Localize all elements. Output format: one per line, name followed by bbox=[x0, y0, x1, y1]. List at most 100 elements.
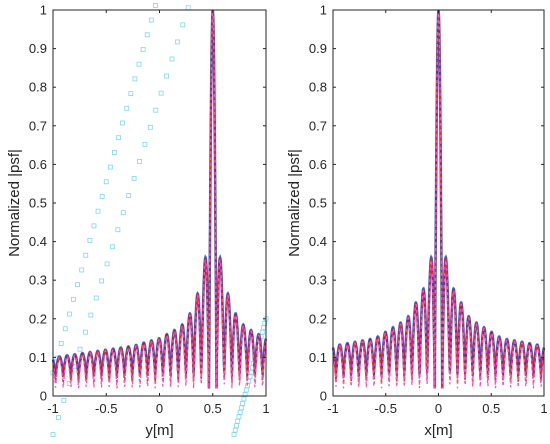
left-chart-scatter-marker bbox=[58, 341, 64, 346]
left-chart-scatter-marker bbox=[147, 124, 153, 130]
right-chart-axes-box bbox=[332, 9, 545, 397]
right-chart-x-tick-label: -1 bbox=[327, 401, 339, 416]
left-chart-scatter-marker bbox=[231, 432, 237, 438]
right-chart-y-tick-label: 0.5 bbox=[309, 196, 327, 211]
left-chart-scatter-marker bbox=[91, 223, 97, 229]
right-chart-psf-series-4 bbox=[332, 9, 545, 389]
left-chart-scatter-marker bbox=[116, 135, 121, 141]
left-chart-x-axis-label: y[m] bbox=[145, 422, 173, 439]
left-chart-x-tick-label: 1 bbox=[262, 401, 269, 416]
right-chart-y-tick-label: 0.7 bbox=[309, 118, 327, 133]
left-chart-scatter-marker bbox=[136, 61, 142, 67]
right-chart-x-tick-label: 0 bbox=[435, 401, 442, 416]
left-chart-scatter-marker bbox=[112, 149, 117, 155]
left-chart-scatter-marker bbox=[137, 159, 142, 164]
left-chart-scatter-marker bbox=[232, 427, 238, 433]
left-chart-y-tick-label: 1 bbox=[40, 3, 47, 18]
left-chart-y-tick-label: 0.9 bbox=[29, 41, 47, 56]
left-chart-scatter-marker bbox=[261, 325, 266, 331]
left-chart-y-tick-label: 0.7 bbox=[29, 118, 47, 133]
right-chart-y-tick-label: 1 bbox=[320, 3, 327, 18]
left-chart-scatter-marker bbox=[248, 369, 254, 375]
right-chart-x-tick-label: 1 bbox=[540, 401, 547, 416]
left-chart-scatter-marker bbox=[132, 76, 138, 82]
left-chart-scatter-marker bbox=[237, 409, 243, 415]
left-chart-y-tick-label: 0.3 bbox=[29, 273, 47, 288]
left-chart-scatter-marker bbox=[79, 267, 85, 273]
left-chart-panel: 0 0.1 0.2 0.3 0.4 0.5 0.6 0.7 0.8 0.9 1 -1 -0.5 0 0.5… bbox=[6, 3, 270, 440]
right-chart-x-tick-label: -0.5 bbox=[375, 401, 397, 416]
left-chart-scatter-marker bbox=[140, 47, 146, 52]
left-chart-scatter-marker bbox=[259, 329, 265, 335]
left-chart-scatter-marker bbox=[103, 179, 109, 185]
left-chart-scatter-marker bbox=[153, 2, 158, 8]
left-chart-y-tick-label: 0.8 bbox=[29, 80, 47, 95]
left-chart-y-tick-label: 0.1 bbox=[29, 350, 47, 365]
right-chart-y-ticks: 0 0.1 0.2 0.3 0.4 0.5 0.6 0.7 0.8 0.9 1 bbox=[309, 3, 544, 404]
left-chart-scatter-marker bbox=[235, 418, 241, 424]
left-chart-y-tick-label: 0.5 bbox=[29, 196, 47, 211]
left-chart-scatter-marker bbox=[87, 238, 93, 243]
left-chart-scatter-marker bbox=[262, 320, 268, 326]
left-chart-scatter-marker bbox=[142, 141, 148, 147]
left-chart-scatter-marker bbox=[93, 295, 99, 301]
left-chart-x-tick-label: 0 bbox=[156, 401, 163, 416]
left-chart-scatter-marker bbox=[158, 90, 164, 96]
right-chart-y-tick-label: 0.2 bbox=[309, 311, 327, 326]
left-chart-scatter-marker bbox=[240, 401, 246, 406]
left-chart-scatter-marker bbox=[234, 423, 239, 429]
left-chart-x-ticks: -1 -0.5 0 0.5 1 bbox=[47, 10, 270, 416]
left-chart-scatter-marker bbox=[126, 193, 132, 198]
left-chart-scatter-marker bbox=[104, 261, 110, 267]
left-chart-x-tick-label: -0.5 bbox=[95, 401, 117, 416]
left-chart-scatter-marker bbox=[131, 176, 137, 181]
left-chart-psf-curves bbox=[51, 9, 268, 389]
left-chart-scatter-marker bbox=[83, 252, 89, 258]
left-chart-scatter-marker bbox=[120, 120, 126, 126]
left-chart-scatter-marker bbox=[95, 208, 101, 214]
right-chart-y-axis-label: Normalized |psf| bbox=[286, 149, 303, 257]
left-chart-y-ticks: 0 0.1 0.2 0.3 0.4 0.5 0.6 0.7 0.8 0.9 1 bbox=[29, 3, 266, 404]
left-chart-scatter-marker bbox=[124, 105, 130, 111]
right-chart-psf-series-1 bbox=[331, 9, 546, 389]
left-chart-scatter-marker bbox=[56, 415, 61, 420]
right-chart-x-ticks: -1 -0.5 0 0.5 1 bbox=[327, 10, 548, 416]
right-chart-y-tick-label: 0.9 bbox=[309, 41, 327, 56]
left-chart-scatter-marker bbox=[66, 380, 72, 386]
left-chart-scatter-marker bbox=[61, 398, 67, 403]
right-chart-psf-series-2 bbox=[332, 9, 545, 389]
right-chart-y-tick-label: 0.3 bbox=[309, 273, 327, 288]
left-chart-scatter-marker bbox=[77, 346, 83, 352]
right-chart-y-tick-label: 0 bbox=[320, 389, 327, 404]
right-chart-x-axis-label: x[m] bbox=[424, 422, 452, 439]
left-chart-scatter-marker bbox=[164, 73, 169, 79]
left-chart-scatter-marker bbox=[62, 326, 68, 332]
left-chart-scatter-marker bbox=[50, 432, 56, 438]
left-chart-scatter-marker bbox=[153, 107, 159, 113]
left-chart-scatter-marker bbox=[247, 374, 253, 380]
left-chart-y-tick-label: 0.6 bbox=[29, 157, 47, 172]
left-chart-scatter-marker bbox=[242, 392, 248, 397]
left-chart-scatter-marker bbox=[169, 56, 175, 62]
left-chart-scatter-marker bbox=[236, 414, 242, 420]
left-chart-psf-series-3 bbox=[52, 9, 267, 389]
left-chart-x-tick-label: 0.5 bbox=[204, 401, 222, 416]
right-chart-x-tick-label: 0.5 bbox=[482, 401, 500, 416]
left-chart-scatter-marker bbox=[128, 91, 134, 96]
left-chart-scatter-marker bbox=[110, 244, 115, 250]
left-chart-scatter-marker bbox=[66, 311, 72, 317]
left-chart-y-tick-label: 0.4 bbox=[29, 234, 47, 249]
left-chart-y-tick-label: 0 bbox=[40, 389, 47, 404]
left-chart-scatter-marker bbox=[185, 5, 191, 11]
left-chart-scatter-marker bbox=[99, 278, 105, 284]
left-chart-scatter-marker bbox=[120, 210, 126, 216]
right-chart-y-tick-label: 0.1 bbox=[309, 350, 327, 365]
left-chart-scatter-marker bbox=[75, 282, 80, 288]
right-chart-y-tick-label: 0.6 bbox=[309, 157, 327, 172]
right-chart-y-tick-label: 0.4 bbox=[309, 234, 327, 249]
left-chart-scatter-marker bbox=[99, 194, 105, 199]
left-chart-scatter-marker bbox=[246, 378, 252, 384]
left-chart-scatter-marker bbox=[83, 329, 88, 335]
right-chart-psf-series-3 bbox=[332, 9, 545, 389]
